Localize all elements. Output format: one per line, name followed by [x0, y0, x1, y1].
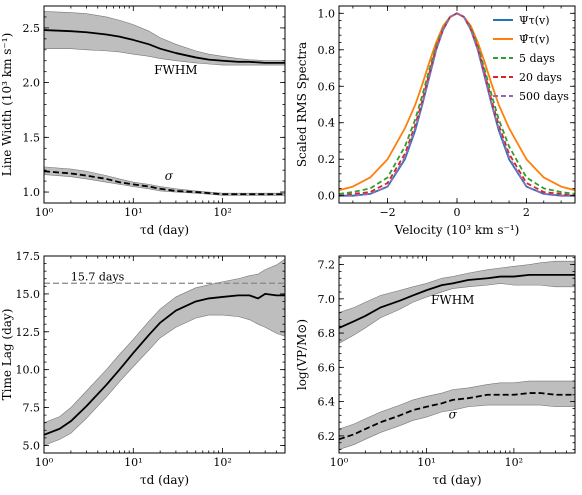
uncertainty-band-0: [44, 258, 285, 446]
panel-virial-product: FWHM σ 10⁰ 10¹ 10² 6.2 6.4 6.6 6.8 7.0 7.2 τd (day)…: [295, 255, 576, 487]
panel-time-lag: 15.7 days 10⁰ 10¹ 10² 5.0 7.5 10.0 12.5 15.0 17.5…: [0, 250, 286, 487]
uncertainty-band-1: [339, 380, 575, 450]
y-tick-label: 12.5: [16, 326, 41, 339]
uncertainty-band-0: [339, 260, 575, 344]
plot-area: [44, 11, 285, 196]
annotation-1: σ: [449, 408, 458, 422]
series-line-0: [44, 29, 285, 64]
x-tick-label: −2: [379, 206, 395, 219]
y-tick-label: 2.5: [23, 22, 41, 35]
y-tick-label: 17.5: [16, 250, 41, 263]
y-tick-label: 7.5: [23, 402, 41, 415]
y-axis-label: log(VP/M⊙): [295, 319, 309, 390]
x-tick-label: 10²: [213, 206, 231, 219]
series-line-1: [44, 170, 285, 196]
y-tick-label: 15.0: [16, 288, 41, 301]
uncertainty-band-0: [44, 11, 285, 66]
x-tick-label: 10²: [213, 456, 231, 469]
x-tick-label: 10⁰: [35, 206, 54, 219]
series-line-3: [339, 12, 575, 197]
x-axis-label: τd (day): [140, 223, 189, 237]
legend-label-3: 20 days: [519, 71, 562, 84]
x-tick-label: 10¹: [124, 456, 142, 469]
x-tick-label: 10⁰: [35, 456, 54, 469]
y-tick-label: 0.2: [318, 153, 336, 166]
y-tick-label: 7.2: [318, 259, 336, 272]
y-tick-label: 1.0: [318, 7, 336, 20]
legend-label-4: 500 days: [519, 90, 569, 103]
series-line-2: [339, 12, 575, 195]
x-tick-label: 0: [454, 206, 461, 219]
y-tick-label: 6.2: [318, 430, 336, 443]
x-tick-label: 10¹: [417, 456, 435, 469]
y-tick-label: 0.8: [318, 44, 336, 57]
x-tick-label: 10⁰: [330, 456, 349, 469]
y-tick-label: 6.4: [318, 396, 336, 409]
y-tick-label: 0.4: [318, 117, 336, 130]
y-tick-label: 6.6: [318, 361, 336, 374]
annotation-0: FWHM: [154, 63, 197, 77]
x-axis-label: Velocity (10³ km s⁻¹): [394, 223, 520, 237]
x-tick-label: 10¹: [124, 206, 142, 219]
panel-rms-spectra: −2 0 2 0.0 0.2 0.4 0.6 0.8 1.0 Velocity (10³ km s…: [295, 5, 576, 237]
y-tick-label: 10.0: [16, 364, 41, 377]
series-line-0: [44, 292, 285, 436]
x-axis-label: τd (day): [432, 473, 481, 487]
y-axis-label: Time Lag (day): [0, 309, 14, 401]
x-tick-label: 10²: [505, 456, 523, 469]
axes-frame: [338, 255, 576, 454]
legend-label-2: 5 days: [519, 52, 555, 65]
legend-label-0: Ψτ(v): [519, 14, 550, 27]
legend-label-1: Ψ̂τ(v): [519, 33, 550, 46]
y-tick-label: 1.5: [23, 131, 41, 144]
y-axis-label: Scaled RMS Spectra: [295, 42, 309, 167]
y-tick-label: 2.0: [23, 77, 41, 90]
plot-area: [339, 12, 575, 197]
series-line-0: [339, 273, 575, 329]
plot-area: [44, 258, 285, 446]
y-tick-label: 0.6: [318, 80, 336, 93]
series-line-1: [339, 392, 575, 441]
y-tick-label: 5.0: [23, 439, 41, 452]
panel-line-width: FWHM σ 10⁰ 10¹ 10² 1.0 1.5 2.0 2.5 τd (day) Line W…: [0, 5, 286, 237]
reference-label: 15.7 days: [71, 270, 125, 283]
x-tick-label: 2: [523, 206, 530, 219]
annotation-0: FWHM: [431, 293, 474, 307]
y-tick-label: 7.0: [318, 293, 336, 306]
x-axis-label: τd (day): [140, 473, 189, 487]
y-tick-label: 0.0: [318, 190, 336, 203]
plot-area: [339, 260, 575, 450]
y-tick-label: 1.0: [23, 186, 41, 199]
y-tick-label: 6.8: [318, 327, 336, 340]
annotation-1: σ: [165, 169, 174, 183]
y-axis-label: Line Width (10³ km s⁻¹): [0, 33, 14, 176]
series-line-4: [339, 12, 575, 197]
